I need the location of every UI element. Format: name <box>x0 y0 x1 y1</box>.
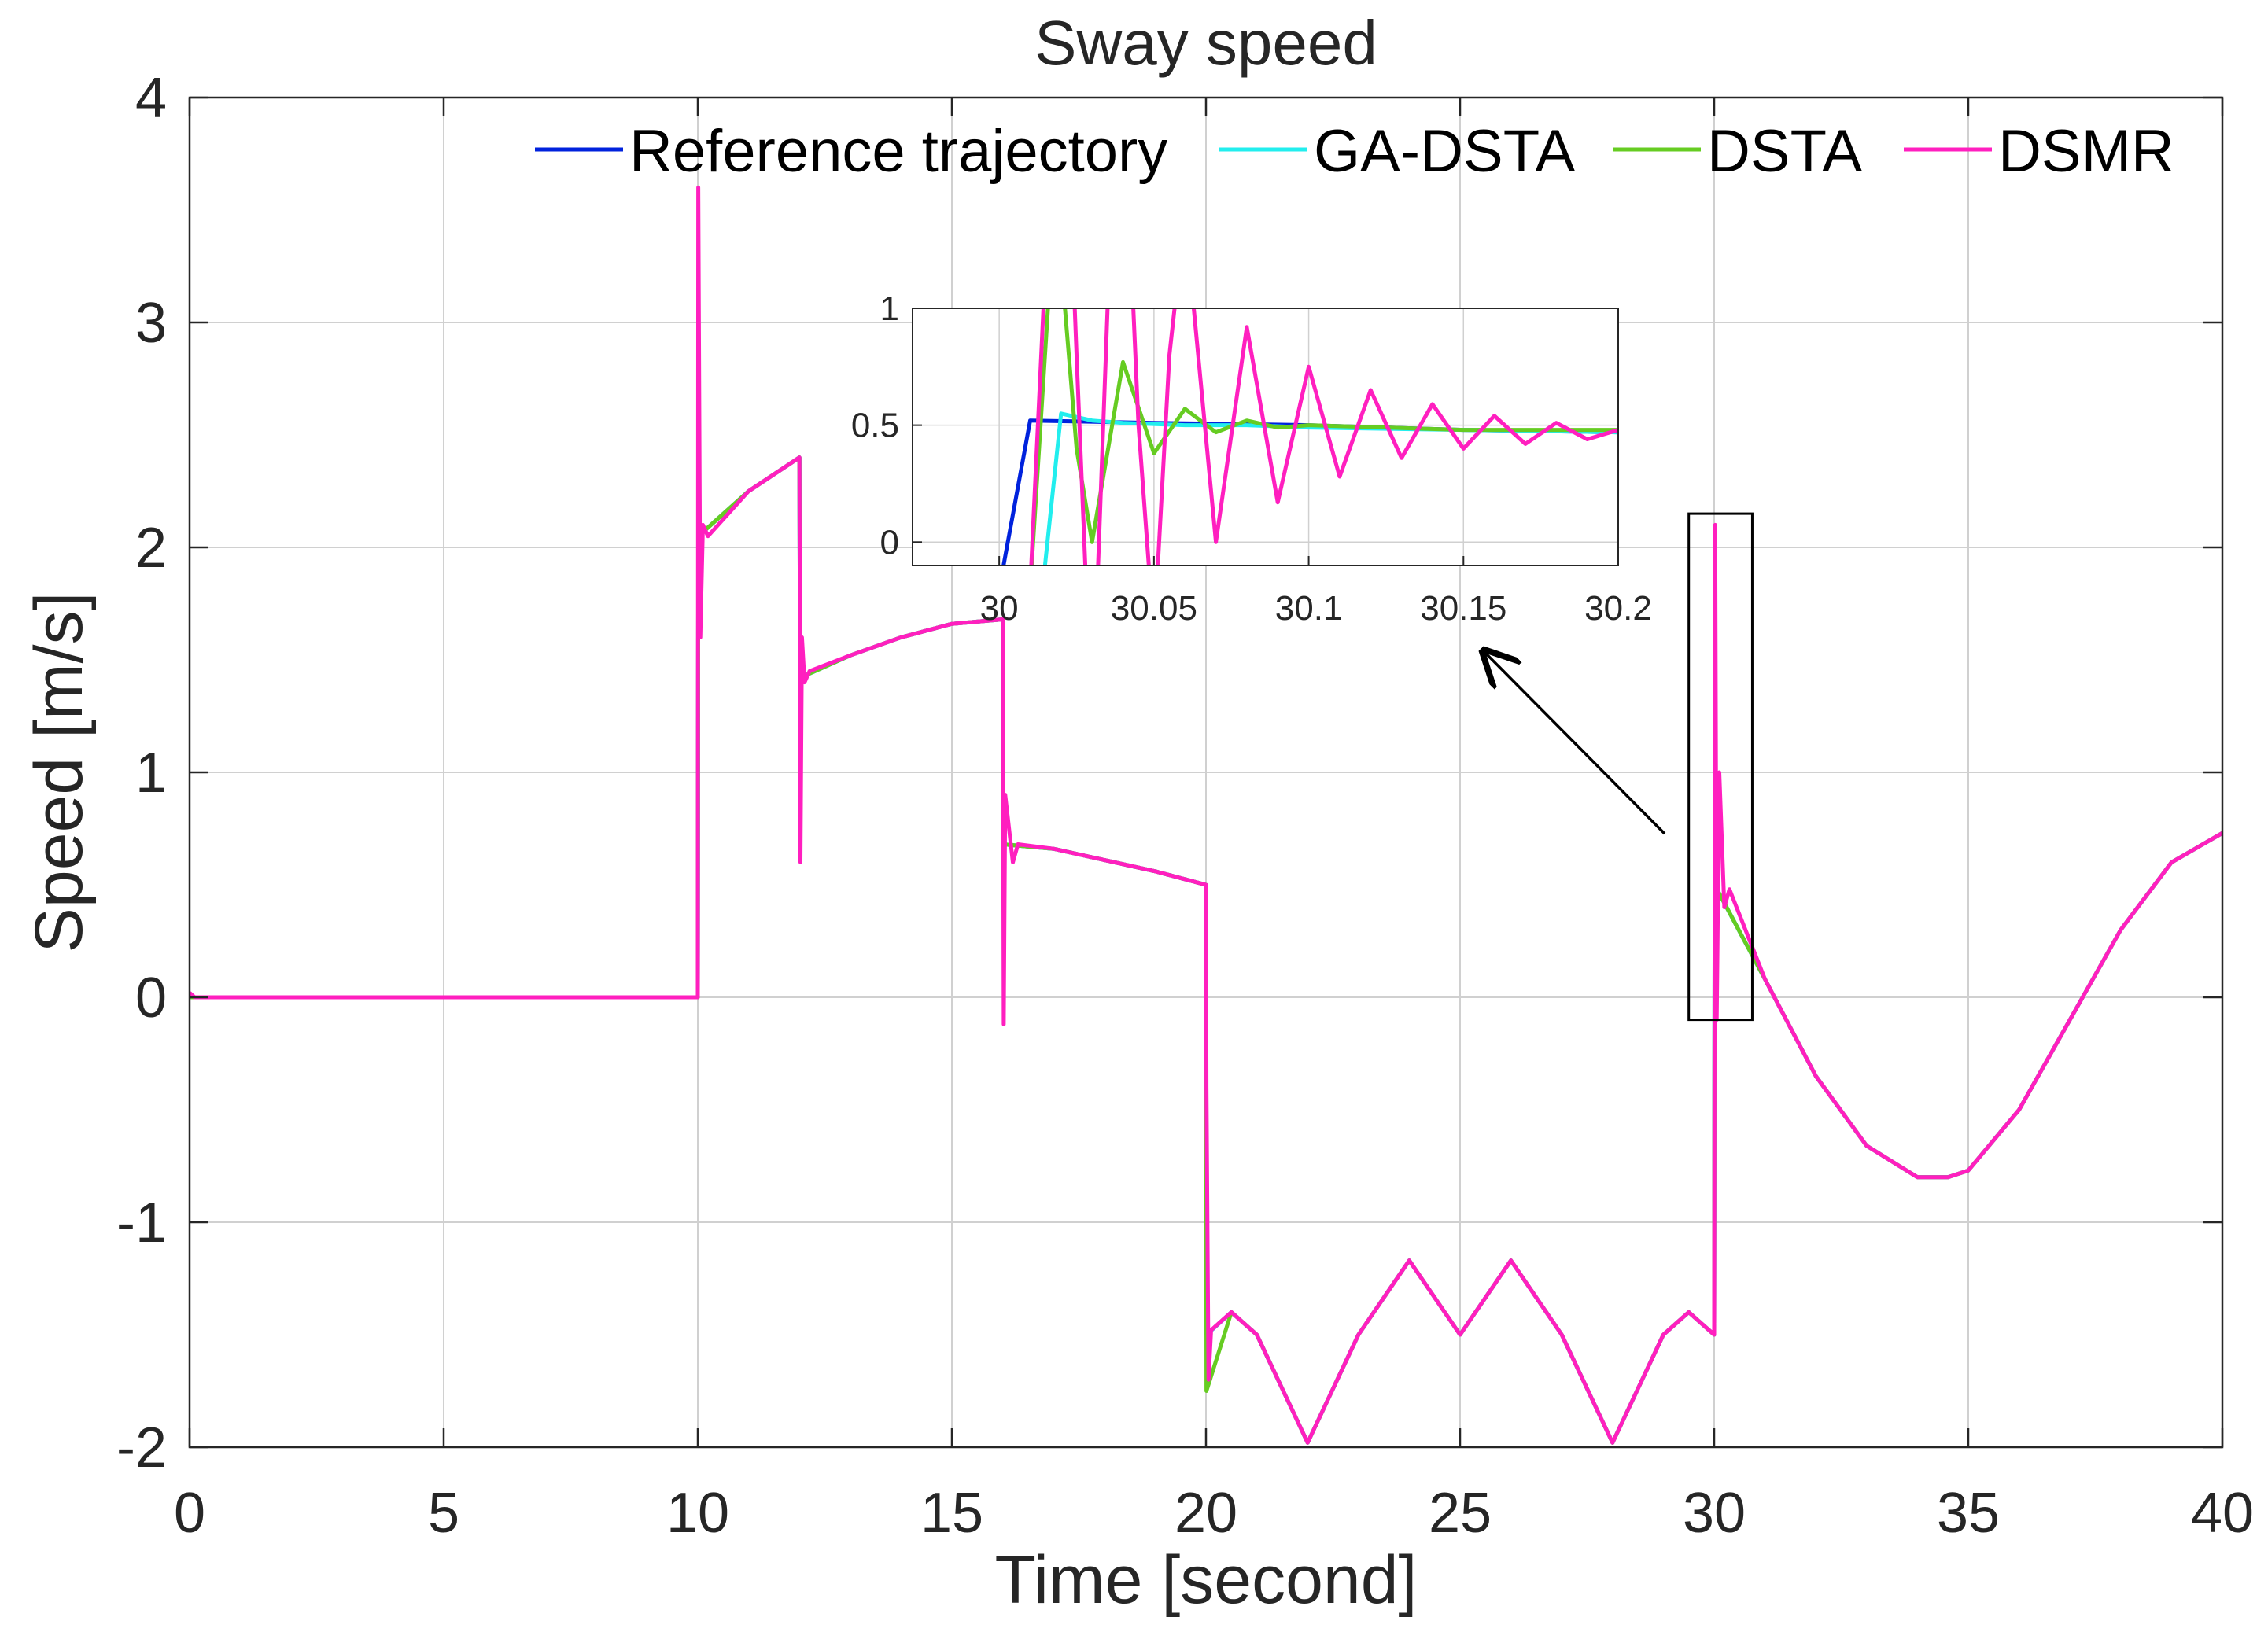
y-tick-label: -2 <box>116 1416 167 1479</box>
inset-x-tick-label: 30.05 <box>1111 589 1197 628</box>
x-tick-label: 25 <box>1429 1482 1492 1545</box>
inset-x-tick-label: 30.1 <box>1275 589 1343 628</box>
y-axis-title: Speed [m/s] <box>21 592 97 953</box>
inset-y-tick-label: 1 <box>880 289 899 328</box>
y-tick-label: 0 <box>135 967 167 1030</box>
y-tick-label: 1 <box>135 742 167 805</box>
y-tick-label: 3 <box>135 292 167 355</box>
x-tick-label: 15 <box>920 1482 983 1545</box>
x-tick-label: 0 <box>174 1482 205 1545</box>
series-line-dsmr <box>190 185 2222 1445</box>
inset-x-tick-label: 30.2 <box>1584 589 1652 628</box>
y-tick-label: 2 <box>135 517 167 580</box>
inset-series-line-dsta <box>1029 308 1618 565</box>
y-tick-label: 4 <box>135 67 167 130</box>
zoom-box <box>1687 512 1754 1022</box>
inset-tick-labels: 30 30.05 30.1 30.15 30.2 0 0.5 1 <box>851 289 1652 628</box>
x-tick-label: 40 <box>2191 1482 2254 1545</box>
chart-title: Sway speed <box>1034 8 1377 78</box>
x-axis-title: Time [second] <box>995 1542 1418 1618</box>
inset-series-group <box>1001 308 1618 565</box>
inset-y-tick-label: 0 <box>880 523 899 562</box>
inset-axes-frame <box>912 308 1619 566</box>
inset-series-line-dsmr <box>1029 308 1618 565</box>
zoom-arrow <box>1484 651 1666 835</box>
y-tick-label: -1 <box>116 1192 167 1254</box>
x-tick-label: 10 <box>666 1482 729 1545</box>
x-tick-label: 35 <box>1937 1482 2000 1545</box>
inset-y-tick-label: 0.5 <box>851 407 899 445</box>
inset-x-tick-label: 30 <box>980 589 1019 628</box>
x-tick-label: 5 <box>428 1482 459 1545</box>
x-tick-label: 30 <box>1683 1482 1746 1545</box>
legend-label-reference: Reference trajectory <box>629 118 1167 185</box>
legend-label-dsta: DSTA <box>1707 118 1862 185</box>
legend-label-dsmr: DSMR <box>1998 118 2174 185</box>
legend-label-ga-dsta: GA-DSTA <box>1314 118 1575 185</box>
x-tick-label: 20 <box>1175 1482 1237 1545</box>
inset-x-tick-label: 30.15 <box>1420 589 1506 628</box>
inset-ticks <box>913 308 1619 565</box>
main-ticks <box>188 96 2224 1449</box>
legend: Reference trajectory GA-DSTA DSTA DSMR <box>535 118 2174 185</box>
main-series-group <box>190 185 2222 1445</box>
